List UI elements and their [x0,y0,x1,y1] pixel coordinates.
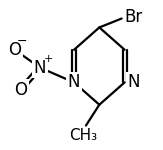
Text: −: − [17,35,27,48]
Text: +: + [43,54,53,64]
Text: Br: Br [125,8,143,26]
Text: N: N [68,74,80,92]
Text: N: N [128,74,140,92]
Text: N: N [34,58,46,76]
Text: O: O [14,81,27,99]
Text: O: O [8,41,21,59]
Text: CH₃: CH₃ [69,129,97,144]
